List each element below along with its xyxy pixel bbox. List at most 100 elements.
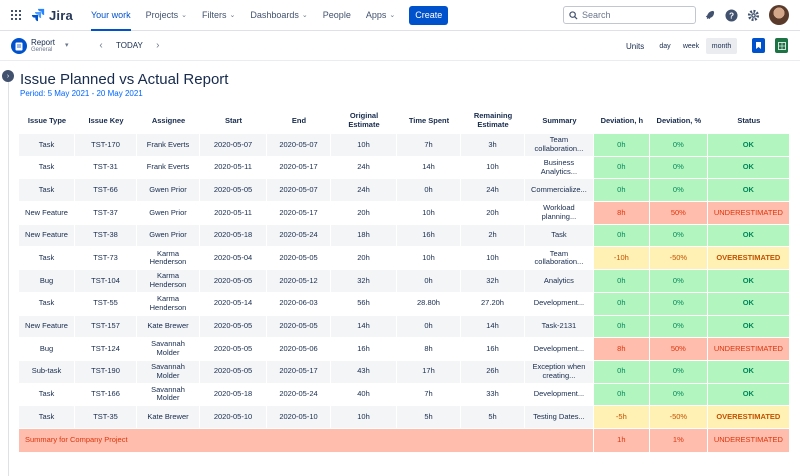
export-excel-icon[interactable] [775, 38, 788, 53]
cell-issue-key[interactable]: TST-170 [75, 134, 137, 157]
bookmark-icon [756, 42, 761, 49]
expand-sidebar-chevron-icon[interactable]: › [2, 70, 14, 82]
cell-issue-key[interactable]: TST-190 [75, 360, 137, 384]
col-header-summary[interactable]: Summary [542, 115, 577, 125]
cell-issue-key[interactable]: TST-104 [75, 270, 137, 293]
cell-deviation-pct: 0% [649, 134, 708, 157]
cell-start: 2020-05-11 [200, 202, 267, 225]
top-navigation: Jira Your work Projects ⌄ Filters ⌄ Dash… [0, 0, 800, 31]
table-row[interactable]: Task TST-66 Gwen Prior 2020-05-05 2020-05-07… [19, 179, 790, 203]
today-button[interactable]: TODAY [116, 41, 143, 50]
table-row[interactable]: Task TST-73 Karma Henderson 2020-05-04 2020-… [19, 247, 790, 271]
cell-issue-key[interactable]: TST-66 [75, 179, 137, 203]
cell-issue-type[interactable]: Task [19, 292, 75, 316]
unit-week-button[interactable]: week [682, 42, 700, 50]
cell-deviation-pct: 50% [649, 202, 708, 225]
cell-issue-key[interactable]: TST-73 [75, 247, 137, 271]
cell-summary: Commercialize... [525, 179, 594, 203]
unit-month-button[interactable]: month [706, 38, 737, 54]
cell-issue-type[interactable]: Task [19, 156, 75, 180]
cell-original-estimate: 43h [331, 360, 397, 384]
search-box[interactable] [563, 6, 696, 24]
cell-issue-type[interactable]: Bug [19, 270, 75, 293]
cell-issue-key[interactable]: TST-35 [75, 406, 137, 429]
cell-issue-key[interactable]: TST-55 [75, 292, 137, 316]
previous-period-arrow-icon[interactable]: ‹ [99, 40, 103, 51]
next-period-arrow-icon[interactable]: › [156, 40, 160, 51]
cell-issue-type[interactable]: Task [19, 383, 75, 407]
cell-issue-key[interactable]: TST-157 [75, 315, 137, 339]
cell-issue-type[interactable]: Sub-task [19, 360, 75, 384]
cell-issue-key[interactable]: TST-38 [75, 224, 137, 248]
export-word-icon[interactable] [752, 38, 765, 53]
cell-deviation-h: 8h [593, 338, 650, 361]
nav-projects-label: Projects [145, 10, 179, 20]
table-row[interactable]: Sub-task TST-190 Savannah Molder 2020-05-05… [19, 360, 790, 384]
col-header-end[interactable]: End [291, 115, 307, 125]
report-dropdown-chevron-icon[interactable]: ▾ [65, 42, 69, 49]
report-selector-title[interactable]: Report [31, 38, 56, 47]
cell-issue-key[interactable]: TST-31 [75, 156, 137, 180]
cell-status: OK [707, 224, 790, 248]
cell-issue-key[interactable]: TST-37 [75, 202, 137, 225]
table-row[interactable]: Task TST-166 Savannah Molder 2020-05-18 2020… [19, 383, 790, 407]
nav-apps[interactable]: Apps ⌄ [366, 0, 395, 31]
notifications-icon[interactable] [702, 8, 716, 22]
nav-people[interactable]: People [323, 0, 351, 31]
table-row[interactable]: Task TST-55 Karma Henderson 2020-05-14 2020-… [19, 292, 790, 316]
jira-logo-text: Jira [49, 7, 73, 23]
settings-icon[interactable] [746, 8, 760, 22]
help-icon[interactable]: ? [724, 8, 738, 22]
col-header-status[interactable]: Status [737, 115, 761, 125]
cell-assignee: Karma Henderson [137, 292, 200, 316]
cell-issue-type[interactable]: New Feature [19, 315, 75, 339]
cell-deviation-h: 0h [593, 156, 650, 180]
cell-issue-type[interactable]: Task [19, 134, 75, 157]
search-input[interactable] [582, 10, 682, 20]
jira-logo[interactable]: Jira [31, 8, 73, 23]
col-header-issue-type[interactable]: Issue Type [27, 115, 67, 125]
report-icon[interactable] [11, 38, 27, 54]
cell-issue-key[interactable]: TST-124 [75, 338, 137, 361]
cell-issue-type[interactable]: New Feature [19, 202, 75, 225]
page-title: Issue Planned vs Actual Report [20, 71, 229, 88]
nav-filters[interactable]: Filters ⌄ [202, 0, 235, 31]
cell-end: 2020-05-05 [267, 247, 331, 271]
cell-original-estimate: 32h [331, 270, 397, 293]
table-row[interactable]: Task TST-170 Frank Everts 2020-05-07 2020-05… [19, 134, 790, 157]
col-header-issue-key[interactable]: Issue Key [88, 115, 124, 125]
col-header-deviation-pct[interactable]: Deviation, % [656, 115, 702, 125]
col-header-deviation-h[interactable]: Deviation, h [600, 115, 644, 125]
cell-issue-type[interactable]: Task [19, 179, 75, 203]
create-button[interactable]: Create [409, 5, 449, 25]
nav-your-work[interactable]: Your work [90, 0, 131, 31]
nav-apps-label: Apps [365, 10, 387, 20]
table-row[interactable]: Bug TST-104 Karma Henderson 2020-05-05 2020-… [19, 270, 790, 293]
nav-dashboards[interactable]: Dashboards ⌄ [250, 0, 307, 31]
col-header-original-estimate[interactable]: Original Estimate [331, 108, 397, 134]
col-header-remaining-estimate[interactable]: Remaining Estimate [461, 108, 525, 134]
col-header-assignee[interactable]: Assignee [151, 115, 186, 125]
summary-deviation-h: 1h [593, 428, 650, 453]
table-row[interactable]: New Feature TST-37 Gwen Prior 2020-05-11 202… [19, 202, 790, 225]
cell-remaining-estimate: 20h [461, 202, 525, 225]
cell-issue-type[interactable]: Task [19, 247, 75, 271]
app-switcher-icon[interactable] [11, 10, 21, 20]
cell-issue-type[interactable]: New Feature [19, 224, 75, 248]
cell-remaining-estimate: 33h [461, 383, 525, 407]
col-header-start[interactable]: Start [224, 115, 243, 125]
cell-deviation-pct: 0% [649, 179, 708, 203]
col-header-time-spent[interactable]: Time Spent [408, 115, 450, 125]
table-row[interactable]: New Feature TST-38 Gwen Prior 2020-05-18 202… [19, 224, 790, 248]
table-row[interactable]: New Feature TST-157 Kate Brewer 2020-05-05 2… [19, 315, 790, 339]
table-row[interactable]: Bug TST-124 Savannah Molder 2020-05-05 2020-… [19, 338, 790, 361]
user-avatar[interactable] [769, 5, 789, 25]
cell-issue-type[interactable]: Task [19, 406, 75, 429]
table-row[interactable]: Task TST-35 Kate Brewer 2020-05-10 2020-05-1… [19, 406, 790, 429]
cell-remaining-estimate: 2h [461, 224, 525, 248]
nav-projects[interactable]: Projects ⌄ [146, 0, 187, 31]
table-row[interactable]: Task TST-31 Frank Everts 2020-05-11 2020-05-… [19, 156, 790, 180]
unit-day-button[interactable]: day [659, 42, 671, 50]
cell-issue-key[interactable]: TST-166 [75, 383, 137, 407]
cell-issue-type[interactable]: Bug [19, 338, 75, 361]
